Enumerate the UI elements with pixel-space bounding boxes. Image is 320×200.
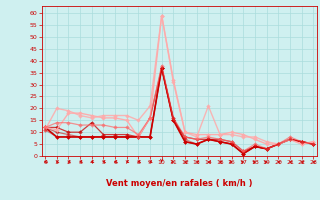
X-axis label: Vent moyen/en rafales ( km/h ): Vent moyen/en rafales ( km/h ) xyxy=(106,179,252,188)
